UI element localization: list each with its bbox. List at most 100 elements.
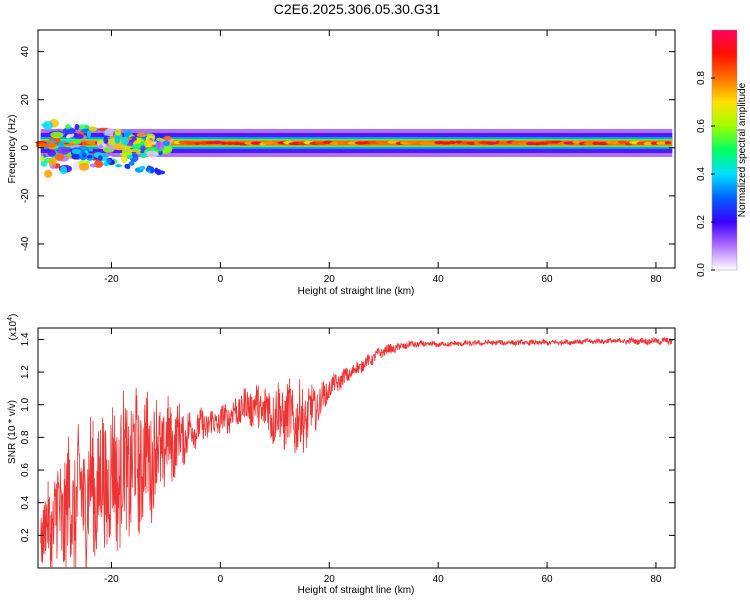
scatter-blob-168 xyxy=(74,123,80,130)
snr-xtick-label-2: 20 xyxy=(324,574,336,585)
scatter-blob-131 xyxy=(98,144,104,149)
band-blob-62 xyxy=(440,141,452,145)
band-blob-46 xyxy=(336,141,346,145)
spectrogram-xtick-label-5: 80 xyxy=(650,274,662,285)
tail-blob-32 xyxy=(149,166,155,174)
scatter-blob-148 xyxy=(114,135,121,144)
scatter-blob-120 xyxy=(145,150,159,158)
band-blob-69 xyxy=(486,141,497,145)
scatter-blob-162 xyxy=(47,149,56,157)
scatter-blob-169 xyxy=(54,153,65,162)
scatter-blob-149 xyxy=(96,140,104,144)
tail-blob-34 xyxy=(139,165,146,171)
band-blob-82 xyxy=(572,140,581,144)
colorbar-ticks: 0.0 0.2 0.4 0.6 0.8 xyxy=(696,71,715,277)
spectrogram-heatmap xyxy=(35,118,673,178)
band-blob-86 xyxy=(596,142,609,146)
band-blob-24 xyxy=(194,141,201,145)
scatter-blob-151 xyxy=(41,123,50,127)
scatter-blob-147 xyxy=(155,141,165,150)
spectrogram-xtick-label-2: 20 xyxy=(324,274,336,285)
band-blob-87 xyxy=(605,140,613,144)
scatter-blob-150 xyxy=(48,157,57,166)
snr-ytick-label-4: 1.0 xyxy=(20,397,31,411)
band-blob-95 xyxy=(656,141,667,145)
snr-frame xyxy=(37,327,676,569)
colorbar-gradient xyxy=(712,30,737,270)
spectrogram-xtick-label-4: 60 xyxy=(541,274,553,285)
colorbar-tick-label-4: 0.8 xyxy=(696,71,707,85)
band-blob-63 xyxy=(448,140,456,145)
colorbar-frame xyxy=(711,29,738,271)
snr-xtick-label-0: -20 xyxy=(104,574,119,585)
tail-blob-21 xyxy=(154,167,159,174)
band-blob-23 xyxy=(184,141,198,145)
scatter-blob-111 xyxy=(136,132,147,138)
snr-multiplier: (x104) xyxy=(7,314,19,341)
spectrogram-ytick-label-1: -20 xyxy=(20,188,31,203)
scatter-blob-12 xyxy=(44,169,53,178)
spectrogram-frame xyxy=(37,29,676,269)
scatter-blob-78 xyxy=(65,139,73,143)
snr-ytick-label-1: 0.4 xyxy=(20,495,31,509)
scatter-blob-153 xyxy=(114,128,122,136)
spectrogram-ticks: -20 0 20 40 60 80 -40 -20 0 20 40 xyxy=(20,30,675,285)
spectrogram-xlabel: Height of straight line (km) xyxy=(298,286,415,297)
tail-blob-27 xyxy=(106,158,112,164)
snr-xlabel: Height of straight line (km) xyxy=(298,585,415,596)
scatter-blob-107 xyxy=(73,133,84,140)
scatter-blob-132 xyxy=(163,145,173,153)
tail-blob-20 xyxy=(71,153,80,160)
tail-blob-15 xyxy=(115,164,122,168)
scatter-blob-20 xyxy=(88,148,94,152)
scatter-blob-85 xyxy=(40,160,48,167)
colorbar: 0.0 0.2 0.4 0.6 0.8 Normalized spectral ampl… xyxy=(696,29,748,277)
scatter-blob-165 xyxy=(57,146,70,155)
scatter-blob-157 xyxy=(163,135,172,141)
scatter-blob-43 xyxy=(77,124,90,130)
band-blob-29 xyxy=(225,141,235,145)
snr-series-line xyxy=(40,336,673,568)
scatter-blob-128 xyxy=(121,154,128,164)
spectrogram-ytick-label-0: -40 xyxy=(20,236,31,251)
scatter-blob-51 xyxy=(62,127,76,135)
scatter-blob-134 xyxy=(121,136,130,146)
scatter-blob-143 xyxy=(144,139,153,146)
scatter-blob-160 xyxy=(128,148,142,153)
scatter-blob-98 xyxy=(66,135,71,139)
snr-multiplier-base: (x10 xyxy=(8,320,19,340)
band-blob-28 xyxy=(220,141,227,145)
spectrogram-ytick-label-2: 0 xyxy=(20,145,31,151)
band-blob-93 xyxy=(643,142,654,146)
scatter-blob-102 xyxy=(72,162,80,171)
snr-multiplier-close: ) xyxy=(8,314,19,317)
tail-blob-38 xyxy=(124,163,130,169)
snr-ylabel: SNR (10 * v/v) xyxy=(7,400,18,464)
colorbar-tick-label-1: 0.2 xyxy=(696,215,707,229)
scatter-blob-109 xyxy=(60,165,68,175)
band-blob-64 xyxy=(455,140,463,144)
band-blob-52 xyxy=(375,140,386,144)
band-blob-33 xyxy=(250,141,263,145)
scatter-blob-70 xyxy=(104,128,116,137)
spectrogram-ytick-label-3: 20 xyxy=(20,94,31,106)
snr-ytick-label-2: 0.6 xyxy=(20,463,31,477)
band-blob-89 xyxy=(617,140,627,144)
spectrogram-ylabel: Frequency (Hz) xyxy=(7,115,18,184)
snr-ytick-label-0: 0.2 xyxy=(20,528,31,542)
band-blob-57 xyxy=(406,140,420,144)
scatter-blob-166 xyxy=(44,142,58,148)
spectrogram-ytick-label-4: 40 xyxy=(20,46,31,58)
colorbar-tick-label-2: 0.4 xyxy=(696,167,707,181)
scatter-blob-167 xyxy=(155,137,164,142)
tail-blob-36 xyxy=(98,155,103,161)
scatter-blob-159 xyxy=(140,145,146,151)
figure-title: C2E6.2025.306.05.30.G31 xyxy=(274,1,441,17)
band-blob-27 xyxy=(212,140,223,144)
scatter-blob-141 xyxy=(65,124,72,130)
scatter-blob-146 xyxy=(78,162,90,171)
scatter-blob-155 xyxy=(126,154,133,160)
colorbar-tick-label-3: 0.6 xyxy=(696,119,707,133)
snr-xtick-label-5: 80 xyxy=(650,574,662,585)
